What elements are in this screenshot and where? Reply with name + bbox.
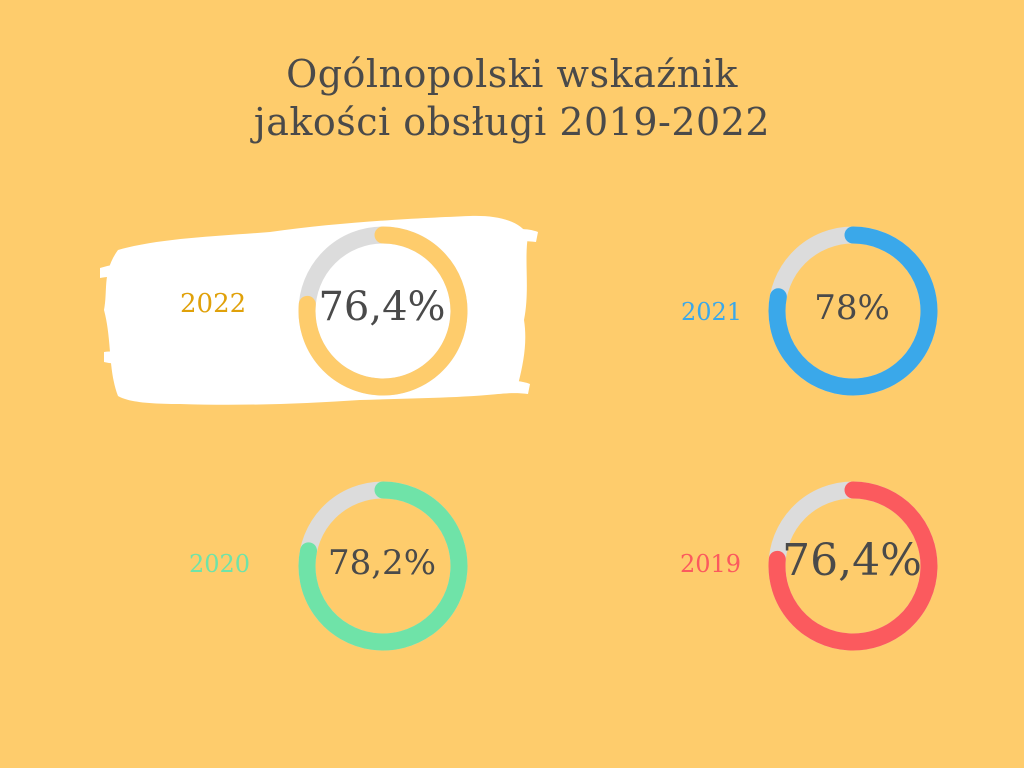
percent-label-2019: 76,4% — [782, 535, 922, 586]
donut-arc-2020 — [298, 481, 468, 651]
donut-arc-2021 — [768, 226, 938, 396]
percent-label-2022: 76,4% — [318, 284, 446, 330]
percent-label-2021: 78% — [814, 288, 890, 328]
donut-arc-2019 — [768, 481, 938, 651]
year-label-2019: 2019 — [680, 550, 742, 578]
donut-2022 — [298, 226, 468, 396]
donut-2020 — [298, 481, 468, 651]
chart-title-line-2: jakości obsługi 2019-2022 — [253, 100, 771, 144]
year-label-2020: 2020 — [189, 550, 251, 578]
chart-title-line-1: Ogólnopolski wskaźnik — [286, 52, 738, 96]
year-label-2021: 2021 — [681, 298, 743, 326]
year-label-2022: 2022 — [180, 289, 247, 319]
donut-2019 — [768, 481, 938, 651]
donut-2021 — [768, 226, 938, 396]
percent-label-2020: 78,2% — [327, 543, 436, 583]
chart-title: Ogólnopolski wskaźnik jakości obsługi 20… — [0, 50, 1024, 146]
donut-arc-2022 — [298, 226, 468, 396]
